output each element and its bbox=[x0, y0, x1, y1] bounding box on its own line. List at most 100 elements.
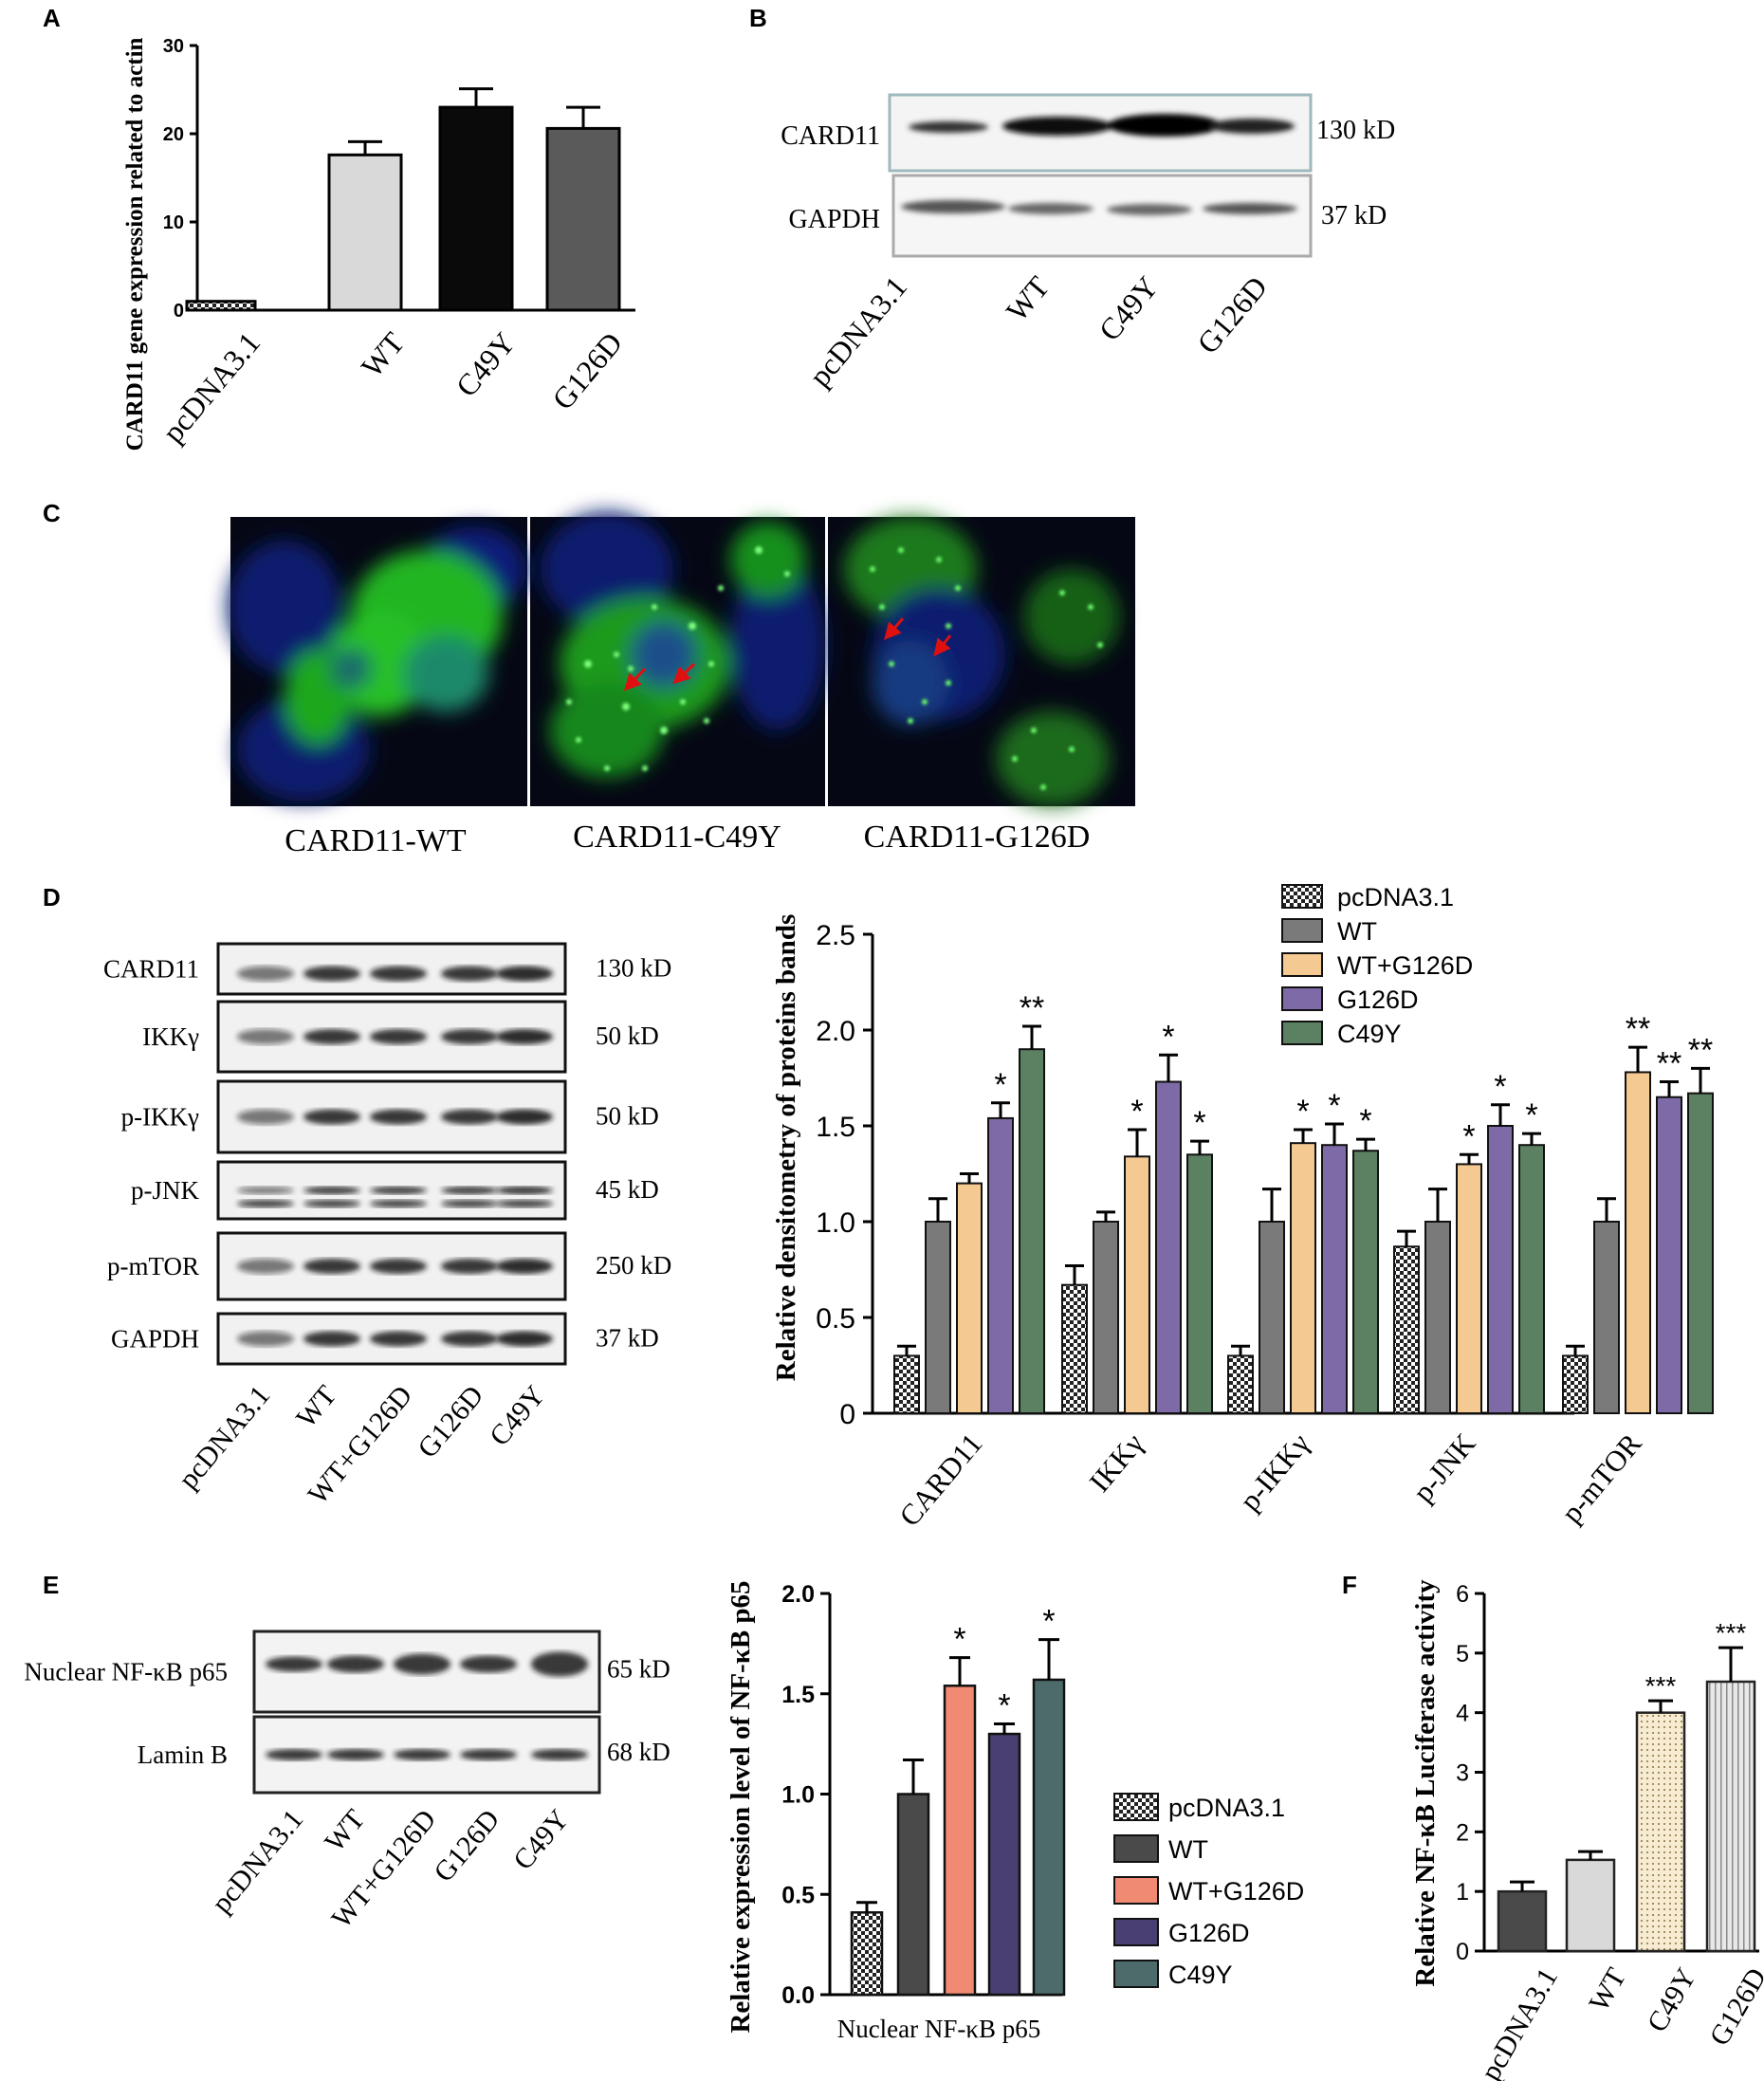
blot-e-band bbox=[266, 1749, 322, 1760]
chart-d-bar bbox=[1687, 1092, 1714, 1415]
chart-d-bar bbox=[987, 1116, 1014, 1415]
blot-e-lane-label: G126D bbox=[428, 1804, 505, 1888]
chart-d-sig-label: * bbox=[1130, 1094, 1143, 1130]
chart-e-legend-label: pcDNA3.1 bbox=[1168, 1794, 1285, 1822]
chart-d-bar bbox=[1019, 1048, 1045, 1414]
chart-a-bar bbox=[545, 126, 621, 312]
blot-d-band bbox=[237, 1187, 294, 1194]
blot-d-band bbox=[237, 1331, 294, 1347]
chart-d-bar bbox=[1656, 1096, 1682, 1414]
chart-a: 0 10 20 30 pcDNA3.1 WT C49Y G126D CARD11 gene ex… bbox=[122, 36, 635, 451]
chart-a-bar bbox=[438, 105, 514, 312]
chart-d-bar bbox=[1290, 1142, 1316, 1415]
panel-letter-f: F bbox=[1342, 1571, 1357, 1599]
chart-d-bar bbox=[1352, 1150, 1379, 1414]
blot-d-band bbox=[441, 1331, 498, 1347]
chart-d-legend-label: WT bbox=[1337, 917, 1377, 946]
blot-d-band bbox=[237, 1259, 294, 1274]
micrograph-label-c49y: CARD11-C49Y bbox=[573, 820, 781, 855]
blot-d-band bbox=[496, 1200, 553, 1207]
chart-d-x-tick-label: CARD11 bbox=[892, 1427, 988, 1532]
blot-b-lane-c49y: C49Y bbox=[1092, 269, 1165, 347]
blot-e-size: 68 kD bbox=[607, 1738, 671, 1766]
blot-d-size: 250 kD bbox=[596, 1251, 671, 1280]
chart-f-sig-label: *** bbox=[1645, 1671, 1677, 1701]
chart-e-legend-label: C49Y bbox=[1168, 1961, 1233, 1989]
chart-d-x-tick-label: p-mTOR bbox=[1554, 1427, 1648, 1529]
panel-letter-a: A bbox=[43, 4, 61, 32]
chart-d-y-tick-label: 0 bbox=[839, 1399, 855, 1430]
chart-e-legend-swatch bbox=[1113, 1793, 1159, 1821]
chart-d-x-tick-label: p-JNK bbox=[1406, 1427, 1482, 1508]
blot-d-lane-label: G126D bbox=[412, 1380, 489, 1464]
blot-d-band bbox=[370, 1187, 427, 1194]
chart-d-bar bbox=[1562, 1354, 1589, 1415]
chart-d-legend-label: G126D bbox=[1337, 985, 1419, 1014]
blot-d-band bbox=[496, 966, 553, 982]
chart-d-legend-swatch bbox=[1281, 1021, 1323, 1045]
chart-f: 0 1 2 3 4 5 6 pcDNA3.1 WT *** C49Y *** G126D Relative… bbox=[1410, 1579, 1764, 2081]
chart-d-legend-label: C49Y bbox=[1337, 1020, 1402, 1048]
blot-d-band bbox=[370, 1109, 427, 1125]
blot-d-band bbox=[370, 1029, 427, 1044]
chart-e-bar bbox=[1032, 1678, 1066, 1997]
blot-e-band bbox=[266, 1656, 322, 1672]
western-blot-d: CARD11 130 kD IKKγ 50 kD p-IKKγ 50 kD p-JNK 45 … bbox=[103, 942, 671, 1510]
blot-d-band bbox=[441, 1029, 498, 1044]
micrograph-wt-cells bbox=[228, 526, 526, 801]
panel-letter-d: D bbox=[43, 883, 61, 912]
chart-d-sig-label: * bbox=[994, 1067, 1006, 1103]
chart-f-x-tick-label: WT bbox=[1583, 1962, 1632, 2017]
blot-e-label: Lamin B bbox=[138, 1740, 228, 1769]
chart-d-legend-swatch bbox=[1281, 952, 1323, 977]
blot-e-size: 65 kD bbox=[607, 1655, 671, 1684]
chart-d-bar bbox=[1093, 1221, 1119, 1414]
blot-d-band bbox=[441, 1200, 498, 1207]
chart-e-sig-label: * bbox=[953, 1622, 965, 1658]
chart-d: 00.51.01.52.02.5***CARD11***IKKγ* * *p-IKK… bbox=[771, 883, 1714, 1533]
chart-d-legend-label: WT+G126D bbox=[1337, 951, 1473, 980]
blot-b-lane-pcdna: pcDNA3.1 bbox=[802, 269, 913, 393]
chart-a-y-label: CARD11 gene expression related to actin bbox=[122, 37, 148, 451]
chart-d-sig-label: * bbox=[1193, 1105, 1205, 1141]
chart-d-sig-label: ** bbox=[1626, 1011, 1650, 1047]
blot-d-size: 130 kD bbox=[596, 954, 671, 983]
chart-e-legend-swatch bbox=[1113, 1834, 1159, 1863]
chart-d-sig-label: * bbox=[1494, 1069, 1506, 1105]
blot-e-band bbox=[460, 1749, 517, 1760]
chart-d-sig-label: ** bbox=[1688, 1032, 1713, 1068]
chart-d-bar bbox=[1124, 1155, 1150, 1414]
chart-d-bar bbox=[1593, 1221, 1620, 1414]
blot-d-band bbox=[303, 1109, 360, 1125]
blot-d-lane-label: pcDNA3.1 bbox=[173, 1380, 276, 1495]
chart-d-sig-label: ** bbox=[1020, 990, 1044, 1026]
blot-b-label-card11: CARD11 bbox=[781, 121, 880, 151]
panel-letter-e: E bbox=[43, 1571, 59, 1599]
chart-d-bar bbox=[1625, 1071, 1651, 1414]
chart-e-y-tick-label: 1.0 bbox=[781, 1782, 815, 1809]
blot-d-size: 45 kD bbox=[596, 1175, 659, 1204]
blot-d-band bbox=[496, 1109, 553, 1125]
blot-d-band bbox=[496, 1029, 553, 1044]
blot-e-band bbox=[394, 1749, 450, 1760]
panel-letter-b: B bbox=[749, 4, 767, 32]
blot-e-band bbox=[394, 1653, 450, 1675]
western-blot-e: Nuclear NF-κB p65 65 kD Lamin B 68 kD pcDNA3… bbox=[24, 1630, 671, 1934]
blot-d-band bbox=[441, 1187, 498, 1194]
chart-e-y-tick-label: 0.5 bbox=[781, 1882, 815, 1908]
blot-d-label: CARD11 bbox=[103, 955, 199, 984]
chart-f-y-tick-label: 2 bbox=[1456, 1819, 1469, 1846]
chart-d-sig-label: * bbox=[1328, 1088, 1340, 1124]
blot-e-band bbox=[327, 1749, 384, 1760]
blot-d-band bbox=[303, 966, 360, 982]
chart-e-legend-label: G126D bbox=[1168, 1919, 1250, 1947]
blot-b-lane-wt: WT bbox=[1000, 269, 1057, 328]
blot-d-label: GAPDH bbox=[111, 1325, 199, 1354]
chart-d-y-tick-label: 1.5 bbox=[816, 1112, 855, 1143]
chart-f-x-tick-label: G126D bbox=[1703, 1962, 1764, 2051]
chart-d-legend-swatch bbox=[1281, 918, 1323, 943]
chart-f-sig-label: *** bbox=[1716, 1618, 1747, 1648]
chart-d-bar bbox=[1487, 1125, 1514, 1414]
blot-d-band bbox=[370, 1200, 427, 1207]
